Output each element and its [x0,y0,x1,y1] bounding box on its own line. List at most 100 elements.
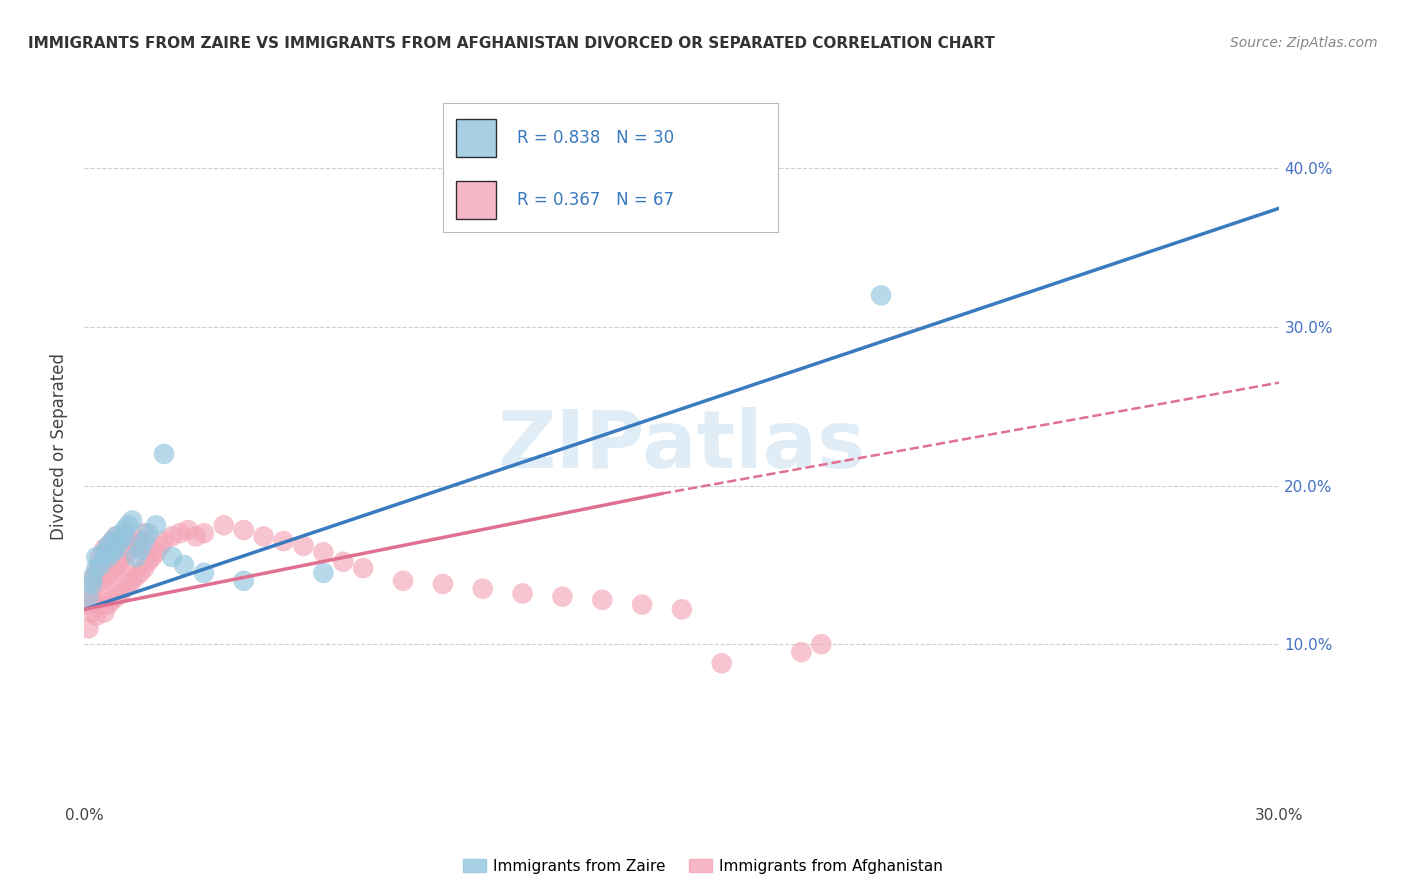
Point [273,534,295,549]
Point [110,586,132,600]
Point [193,566,215,580]
Point [105,542,128,557]
Point [125,549,148,564]
Point [112,523,135,537]
Point [177,523,200,537]
Y-axis label: Divorced or Separated: Divorced or Separated [49,352,67,540]
Point [82,574,104,588]
Point [101,592,124,607]
Point [112,582,135,596]
Point [86,608,108,623]
Legend: Immigrants from Zaire, Immigrants from Afghanistan: Immigrants from Zaire, Immigrants from A… [457,853,949,880]
Point [117,545,139,559]
Point [153,447,176,461]
Point [212,518,235,533]
Point [117,577,139,591]
Point [105,590,128,604]
Point [193,526,215,541]
Point [89,577,111,591]
Point [101,545,124,559]
Point [121,514,143,528]
Point [145,545,167,559]
Point [112,526,135,541]
Point [93,542,115,557]
Point [86,590,108,604]
Text: IMMIGRANTS FROM ZAIRE VS IMMIGRANTS FROM AFGHANISTAN DIVORCED OR SEPARATED CORRE: IMMIGRANTS FROM ZAIRE VS IMMIGRANTS FROM… [28,36,995,51]
Point [121,574,143,588]
Point [471,582,494,596]
Point [112,529,135,543]
Point [149,539,172,553]
Point [82,606,104,620]
Point [312,566,335,580]
Point [136,526,159,541]
Point [89,549,111,564]
Point [77,590,100,604]
Point [101,534,124,549]
Point [86,566,108,580]
Point [184,529,207,543]
Point [97,539,120,553]
Point [101,534,124,549]
Point [870,288,893,302]
Point [352,561,374,575]
Point [101,566,124,580]
Point [86,561,108,575]
Point [232,523,254,537]
Point [551,590,574,604]
Point [77,621,100,635]
Point [292,539,315,553]
Point [132,561,156,575]
Point [312,545,335,559]
Point [97,571,120,585]
Point [93,574,115,588]
Point [160,549,183,564]
Point [125,569,148,583]
Point [110,555,132,569]
Point [332,555,354,569]
Point [432,577,454,591]
Point [810,637,832,651]
Point [153,534,176,549]
Point [173,558,195,572]
Point [392,574,415,588]
Point [117,518,139,533]
Point [86,549,108,564]
Point [82,590,104,604]
Point [82,577,104,591]
Point [110,534,132,549]
Point [591,592,613,607]
Point [710,657,733,671]
Point [97,598,120,612]
Point [93,545,115,559]
Point [169,526,191,541]
Point [97,539,120,553]
Point [105,529,128,543]
Point [129,542,152,557]
Point [121,542,143,557]
Point [160,529,183,543]
Point [129,534,152,549]
Point [132,526,156,541]
Point [77,598,100,612]
Point [671,602,693,616]
Point [129,566,152,580]
Point [105,529,128,543]
Text: ZIPatlas: ZIPatlas [498,407,866,485]
Point [93,606,115,620]
Point [125,539,148,553]
Point [253,529,276,543]
Point [112,558,135,572]
Point [512,586,534,600]
Point [790,645,813,659]
Point [232,574,254,588]
Point [89,598,111,612]
Point [145,518,167,533]
Point [97,549,120,564]
Point [631,598,654,612]
Point [105,561,128,575]
Point [89,558,111,572]
Point [141,549,163,564]
Point [82,571,104,585]
Point [132,534,156,549]
